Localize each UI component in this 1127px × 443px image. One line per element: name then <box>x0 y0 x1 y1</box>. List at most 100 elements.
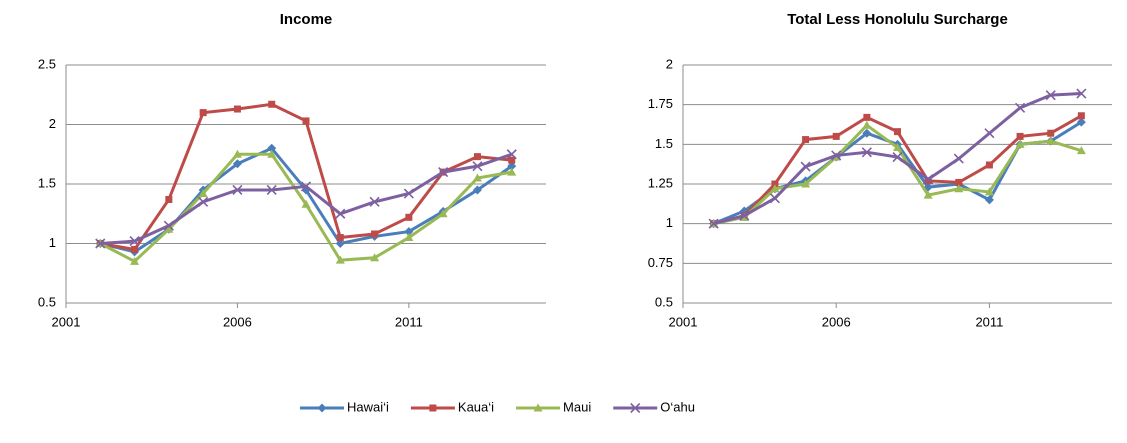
marker <box>863 113 871 121</box>
chart-title: Total Less Honolulu Surcharge <box>787 11 1008 28</box>
marker <box>403 188 414 199</box>
marker <box>800 161 811 172</box>
marker <box>199 109 207 117</box>
marker <box>892 151 903 163</box>
marker <box>369 196 380 207</box>
series-line <box>713 120 1083 226</box>
marker <box>533 403 543 412</box>
y-tick-label: 1 <box>49 235 56 250</box>
marker <box>165 195 173 203</box>
marker <box>302 117 310 125</box>
marker <box>739 210 750 221</box>
y-tick-label: 0.5 <box>38 294 56 309</box>
marker <box>198 189 208 198</box>
chart: Income 0.5 1 1.5 2 2.5 2001 2006 2011 <box>38 11 546 329</box>
marker <box>708 218 719 229</box>
marker <box>507 167 517 176</box>
marker <box>404 233 414 242</box>
y-tick-label: 1.5 <box>655 136 673 151</box>
marker <box>894 128 901 136</box>
legend-label: Hawai‘i <box>347 399 389 414</box>
marker <box>335 239 345 248</box>
marker <box>953 153 964 164</box>
marker <box>1047 129 1055 137</box>
marker <box>801 179 811 188</box>
legend-label: Kaua‘i <box>458 399 494 414</box>
x-tick-label: 2001 <box>669 314 698 329</box>
y-tick-label: 1.25 <box>648 175 673 190</box>
marker <box>370 253 380 262</box>
marker <box>862 120 872 129</box>
marker <box>232 159 242 169</box>
marker <box>769 193 780 204</box>
marker <box>1045 90 1056 101</box>
y-tick-label: 0.5 <box>655 294 673 309</box>
marker <box>131 245 139 253</box>
marker <box>923 190 933 199</box>
marker <box>1076 146 1086 155</box>
y-tick-label: 2 <box>666 56 673 71</box>
marker <box>984 128 995 139</box>
marker <box>130 256 140 265</box>
marker <box>893 143 902 152</box>
marker <box>267 149 277 158</box>
marker <box>438 167 449 178</box>
y-tick-label: 1.5 <box>38 175 56 190</box>
x-tick-label: 2011 <box>395 314 423 329</box>
marker <box>232 184 243 196</box>
marker <box>267 143 277 153</box>
legend-label: O‘ahu <box>660 399 695 414</box>
series-line <box>713 92 1082 226</box>
marker <box>954 184 964 193</box>
marker <box>506 149 517 160</box>
marker <box>831 150 842 161</box>
marker <box>1015 139 1025 148</box>
marker <box>317 403 327 413</box>
chart: Total Less Honolulu Surcharge 0.5 0.75 1 1.2… <box>648 11 1112 329</box>
x-tick-label: 2006 <box>822 314 851 329</box>
marker <box>335 255 345 264</box>
marker <box>861 147 872 158</box>
x-tick-label: 2001 <box>52 314 81 329</box>
marker <box>508 156 516 164</box>
legend-label: Maui <box>563 399 591 414</box>
marker <box>232 149 242 158</box>
marker <box>630 402 641 414</box>
marker <box>336 234 344 242</box>
marker <box>862 128 872 138</box>
marker <box>1046 136 1056 145</box>
marker <box>472 173 482 182</box>
marker <box>802 136 810 144</box>
y-tick-label: 0.75 <box>648 255 673 270</box>
y-tick-label: 1 <box>666 215 673 230</box>
marker <box>1076 117 1086 127</box>
marker <box>507 161 517 171</box>
marker <box>1077 112 1085 120</box>
marker <box>1076 88 1087 99</box>
x-tick-label: 2011 <box>975 314 1003 329</box>
marker <box>404 227 414 237</box>
marker <box>923 174 934 185</box>
marker <box>268 100 276 108</box>
marker <box>985 161 993 169</box>
marker <box>984 195 994 205</box>
marker <box>771 180 779 188</box>
marker <box>1016 132 1024 140</box>
marker <box>95 238 106 249</box>
marker <box>438 209 448 218</box>
marker <box>335 208 346 219</box>
x-tick-label: 2006 <box>223 314 252 329</box>
legend: Hawai‘i Kaua‘i Maui O‘ahu <box>300 399 695 414</box>
marker <box>371 230 379 238</box>
marker <box>129 236 140 247</box>
marker <box>301 199 311 208</box>
marker <box>198 196 209 207</box>
marker <box>984 187 994 196</box>
marker <box>266 184 277 196</box>
marker <box>770 184 780 193</box>
marker <box>832 132 840 140</box>
marker <box>233 105 241 113</box>
marker <box>164 224 174 233</box>
marker <box>163 220 174 231</box>
